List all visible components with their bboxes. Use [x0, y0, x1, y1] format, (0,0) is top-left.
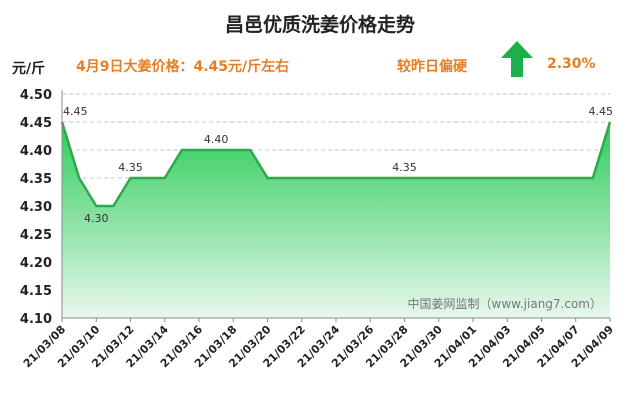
price-note: 4月9日大姜价格：4.45元/斤左右 [76, 59, 290, 75]
data-label: 4.35 [392, 161, 417, 174]
compare-note: 较昨日偏硬 [397, 59, 467, 75]
data-label: 4.35 [118, 161, 143, 174]
y-tick-label: 4.35 [20, 172, 52, 187]
data-label: 4.30 [84, 212, 109, 225]
y-tick-label: 4.10 [20, 312, 52, 327]
data-label: 4.45 [63, 105, 88, 118]
unit-label: 元/斤 [12, 61, 46, 77]
price-series-line [60, 121, 612, 208]
y-tick-label: 4.15 [20, 284, 52, 299]
price-area-fill [62, 122, 610, 318]
data-label: 4.40 [204, 133, 229, 146]
watermark: 中国姜网监制（www.jiang7.com） [408, 296, 602, 311]
y-tick-label: 4.25 [20, 228, 52, 243]
y-tick-label: 4.40 [20, 144, 52, 159]
chart-title: 昌邑优质洗姜价格走势 [224, 14, 415, 36]
up-arrow-icon [501, 41, 533, 77]
y-tick-label: 4.30 [20, 200, 52, 215]
change-percent: 2.30% [547, 56, 596, 72]
y-tick-label: 4.50 [20, 88, 52, 103]
y-tick-label: 4.20 [20, 256, 52, 271]
y-tick-label: 4.45 [20, 116, 52, 131]
data-label: 4.45 [589, 105, 614, 118]
